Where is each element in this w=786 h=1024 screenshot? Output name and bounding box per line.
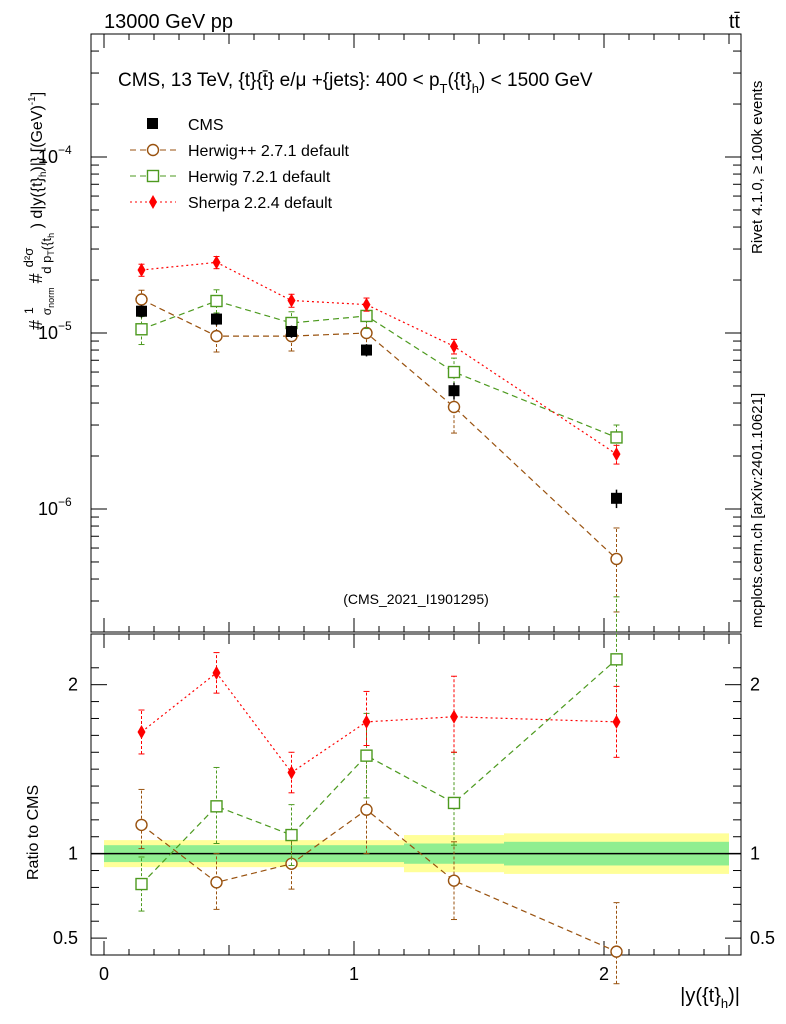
y-tick-label: 10−4 xyxy=(38,143,72,167)
ratio-point-herwig7 xyxy=(210,800,223,813)
cms-point xyxy=(361,344,372,356)
ratio-frame xyxy=(90,633,742,956)
series-lines xyxy=(141,261,617,953)
legend-label-herwigpp: Herwig++ 2.7.1 default xyxy=(188,143,350,160)
ratio-point-herwigpp xyxy=(210,876,223,889)
legend-label-cms: CMS xyxy=(188,117,224,134)
legend-label-sherpa: Sherpa 2.2.4 default xyxy=(188,195,333,212)
ratio-y-label: Ratio to CMS xyxy=(25,785,42,880)
x-tick-label: 0 xyxy=(99,964,109,984)
rivet-label: Rivet 4.1.0, ≥ 100k events xyxy=(749,81,766,254)
ratio-point-herwigpp xyxy=(610,945,623,958)
main-point-herwig7 xyxy=(610,431,623,444)
cms-point xyxy=(211,313,222,325)
ratio-tick-label-left: 1 xyxy=(68,844,78,864)
legend-label-herwig7: Herwig 7.2.1 default xyxy=(188,169,331,186)
main-point-herwigpp xyxy=(447,400,461,414)
y-tick-label: 10−5 xyxy=(38,319,72,343)
y-axis-label: #1 σnorm#d²σ d pT({th ) d|y({t}h)|} [(GeV)… xyxy=(21,92,56,330)
main-point-sherpa xyxy=(137,263,146,278)
ratio-point-herwig7 xyxy=(285,828,298,842)
ratio-point-sherpa xyxy=(137,724,146,739)
ratio-tick-label-right: 2 xyxy=(750,675,760,695)
legend-marker-herwig7 xyxy=(146,169,160,183)
legend: CMS Herwig++ 2.7.1 default Herwig 7.2.1 … xyxy=(130,117,350,212)
ratio-point-herwig7 xyxy=(610,653,623,666)
x-tick-label: 2 xyxy=(599,964,609,984)
main-point-sherpa xyxy=(287,293,296,308)
cms-point xyxy=(448,385,460,397)
legend-marker-sherpa xyxy=(149,195,157,209)
ratio-line-herwig7 xyxy=(141,658,617,885)
y-tick-label: 10−6 xyxy=(38,495,72,519)
main-point-herwig7 xyxy=(210,294,223,308)
cms-point xyxy=(611,492,622,504)
main-line-herwig7 xyxy=(141,300,617,438)
main-point-herwigpp xyxy=(210,329,223,343)
main-line-sherpa xyxy=(141,261,617,455)
axes-layer: 0 1 2 10−4 10−5 10−6 0.5 0.5 1 1 2 2 xyxy=(38,33,775,984)
mcplots-label: mcplots.cern.ch [arXiv:2401.10621] xyxy=(749,393,766,628)
main-point-herwigpp xyxy=(135,293,148,306)
cms-point xyxy=(286,325,297,337)
main-point-sherpa xyxy=(450,339,458,354)
header-left: 13000 GeV pp xyxy=(104,11,233,33)
ratio-point-sherpa xyxy=(287,765,296,780)
ratio-tick-label-left: 2 xyxy=(68,675,78,695)
ratio-band-layer xyxy=(91,833,741,874)
main-line-herwigpp xyxy=(141,298,617,560)
x-tick-label: 1 xyxy=(349,964,359,984)
main-point-herwigpp xyxy=(610,552,623,566)
legend-marker-cms xyxy=(147,118,158,129)
ratio-point-sherpa xyxy=(450,709,458,724)
ratio-point-herwig7 xyxy=(135,877,148,891)
ratio-line-sherpa xyxy=(141,672,617,774)
main-point-herwig7 xyxy=(447,365,461,379)
ratio-point-sherpa xyxy=(212,665,221,680)
cms-point xyxy=(136,305,147,317)
data-markers xyxy=(135,255,623,985)
ratio-point-sherpa xyxy=(362,714,371,729)
main-point-sherpa xyxy=(362,297,371,312)
main-point-sherpa xyxy=(212,255,221,270)
ratio-tick-label-right: 0.5 xyxy=(750,928,775,948)
main-point-herwig7 xyxy=(135,323,148,336)
ratio-tick-label-right: 1 xyxy=(750,844,760,864)
ratio-point-herwig7 xyxy=(447,796,461,810)
main-point-sherpa xyxy=(612,447,621,462)
main-point-herwig7 xyxy=(360,309,373,323)
ratio-point-herwigpp xyxy=(360,803,373,816)
header-right: tt̄ xyxy=(729,11,741,33)
legend-marker-herwigpp xyxy=(146,143,160,157)
y-axis-label-text: #1 σnorm#d²σ d pT({th ) d|y({t}h)|} [(GeV)… xyxy=(21,92,56,330)
main-point-herwigpp xyxy=(360,326,373,340)
analysis-id: (CMS_2021_I1901295) xyxy=(343,591,489,607)
ratio-point-herwigpp xyxy=(447,874,461,887)
ratio-point-herwig7 xyxy=(360,749,373,762)
x-axis-label: |y({t}h)| xyxy=(680,985,740,1011)
chart-title: CMS, 13 TeV, {t}{t̄} e/μ +{jets}: 400 < … xyxy=(118,70,593,96)
ratio-tick-label-left: 0.5 xyxy=(53,928,78,948)
ratio-point-sherpa xyxy=(612,714,621,729)
ratio-point-herwigpp xyxy=(135,818,148,832)
